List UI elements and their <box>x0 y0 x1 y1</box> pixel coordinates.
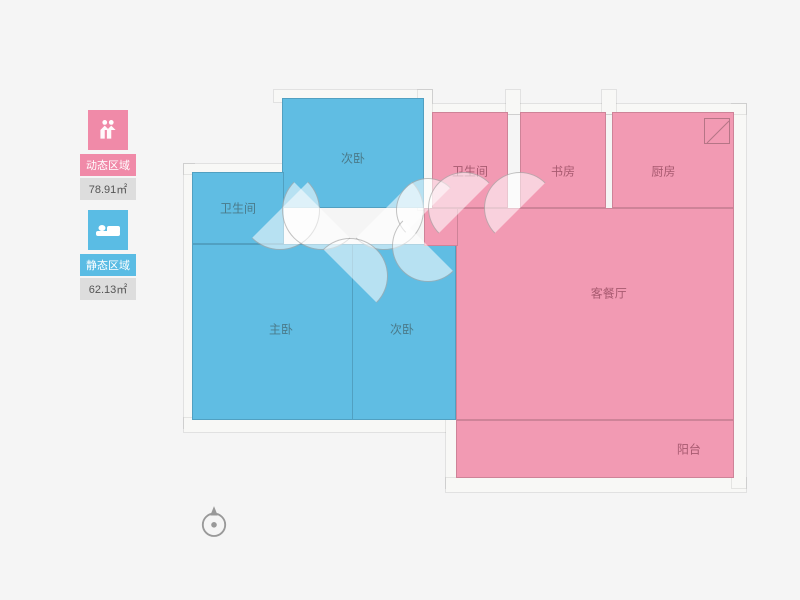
legend-label: 静态区域 <box>80 254 136 276</box>
room-label: 次卧 <box>341 150 365 167</box>
floorplan: 次卧卫生间主卧次卧卫生间书房厨房客餐厅阳台 <box>184 90 750 506</box>
wall-segment <box>446 478 746 492</box>
wall-segment <box>732 104 746 488</box>
room-label: 主卧 <box>269 320 293 337</box>
wall-segment <box>506 90 520 114</box>
door-arc <box>392 210 464 282</box>
room-label: 客餐厅 <box>591 285 627 302</box>
room-label: 阳台 <box>677 441 701 458</box>
room-label: 厨房 <box>651 163 675 180</box>
legend-icon <box>88 210 128 250</box>
legend-item: 静态区域 62.13㎡ <box>80 210 136 300</box>
window-icon <box>704 118 730 144</box>
legend-value: 78.91㎡ <box>80 178 136 200</box>
legend-item: 动态区域 78.91㎡ <box>80 110 136 200</box>
compass-icon <box>200 504 228 545</box>
legend-value: 62.13㎡ <box>80 278 136 300</box>
wall-segment <box>184 418 464 432</box>
door-arc <box>312 238 388 314</box>
room-阳台: 阳台 <box>456 420 734 478</box>
legend-icon <box>88 110 128 150</box>
door-arc <box>484 172 556 244</box>
room-label: 次卧 <box>390 320 414 337</box>
wall-segment <box>602 90 616 114</box>
legend-label: 动态区域 <box>80 154 136 176</box>
